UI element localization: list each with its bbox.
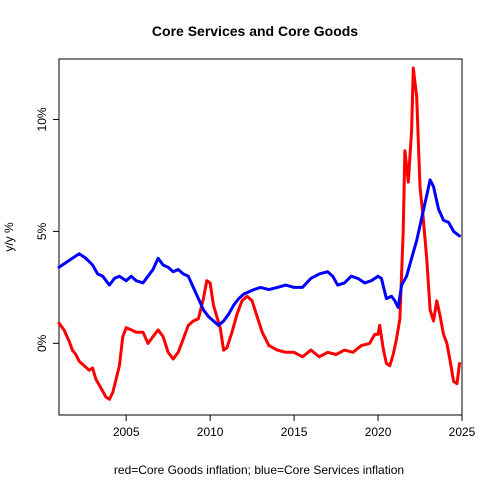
x-tick-label: 2015 (281, 425, 308, 439)
chart-title: Core Services and Core Goods (152, 23, 358, 39)
x-axis: 2005 2010 2015 2020 2025 (113, 414, 476, 439)
services-inflation-line (57, 178, 461, 327)
x-axis-caption: red=Core Goods inflation; blue=Core Serv… (114, 463, 404, 477)
y-axis: 0% 5% 10% (35, 107, 60, 352)
y-tick-label: 10% (35, 107, 49, 131)
x-tick-label: 2010 (197, 425, 224, 439)
goods-inflation-line (57, 66, 461, 401)
x-tick-label: 2020 (365, 425, 392, 439)
x-tick-label: 2025 (449, 425, 476, 439)
y-axis-label: y/y % (2, 222, 16, 252)
y-tick-label: 0% (35, 334, 49, 352)
y-tick-label: 5% (35, 222, 49, 240)
series-group (57, 66, 461, 401)
x-tick-label: 2005 (113, 425, 140, 439)
